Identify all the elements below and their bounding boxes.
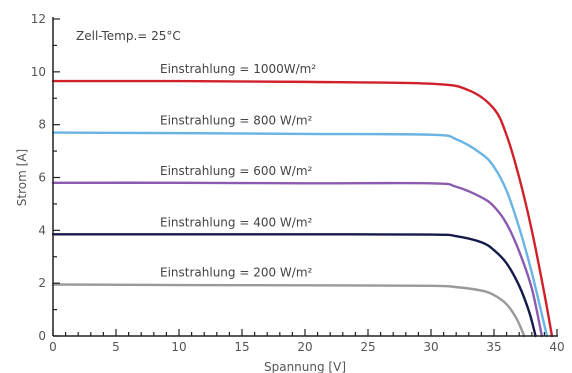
temperature-annotation: Zell-Temp.= 25°C (76, 29, 181, 43)
x-tick-label: 15 (234, 340, 249, 354)
y-tick-label: 0 (38, 329, 46, 343)
x-tick-label: 25 (360, 340, 375, 354)
x-tick-label: 30 (423, 340, 438, 354)
series-label-3: Einstrahlung = 600 W/m² (160, 164, 313, 178)
series-line-1 (51, 79, 554, 338)
series-line-3 (51, 181, 544, 338)
series-line-4 (51, 233, 537, 338)
x-tick-label: 40 (549, 340, 564, 354)
series-label-4: Einstrahlung = 400 W/m² (160, 215, 313, 229)
y-tick-label: 6 (38, 171, 46, 185)
series-label-5: Einstrahlung = 200 W/m² (160, 265, 313, 279)
y-tick-label: 4 (38, 223, 46, 237)
axis-layer (52, 17, 558, 337)
label-layer: Einstrahlung = 1000W/m² Einstrahlung = 80… (31, 12, 565, 354)
y-tick-label: 2 (38, 276, 46, 290)
series-line-5 (51, 283, 526, 338)
series-label-1: Einstrahlung = 1000W/m² (160, 62, 316, 76)
x-tick-label: 0 (49, 340, 57, 354)
y-axis-title: Strom [A] (15, 149, 29, 206)
x-tick-label: 10 (171, 340, 186, 354)
x-tick-label: 20 (297, 340, 312, 354)
y-tick-label: 10 (31, 65, 46, 79)
x-tick-label: 35 (486, 340, 501, 354)
series-line-2 (51, 131, 549, 338)
y-tick-label: 12 (31, 12, 46, 26)
x-tick-label: 5 (112, 340, 120, 354)
series-layer (51, 79, 554, 338)
x-axis-title: Spannung [V] (264, 360, 346, 373)
y-tick-label: 8 (38, 118, 46, 132)
series-label-2: Einstrahlung = 800 W/m² (160, 114, 313, 128)
